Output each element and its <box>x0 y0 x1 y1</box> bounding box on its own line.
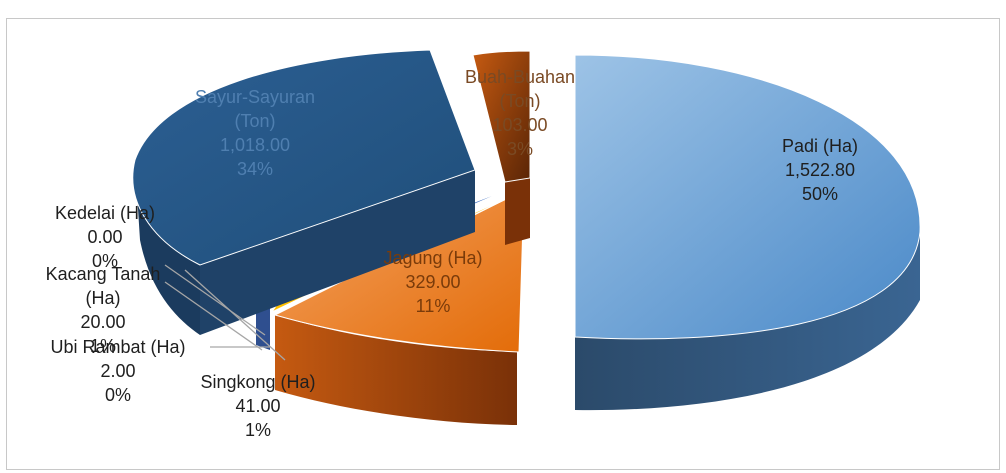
data-labels: Padi (Ha) 1,522.80 50% Jagung (Ha) 329.00 11%… <box>46 67 858 440</box>
slice-side-sayur-inner <box>200 170 475 335</box>
data-label-3: Ubi Rambat (Ha) 2.00 0% <box>50 337 185 405</box>
slice-name-label: Sayur-Sayuran <box>195 87 315 107</box>
slice-group-sayur <box>132 49 476 335</box>
data-label-1: Jagung (Ha) 329.00 11% <box>383 248 482 316</box>
slice-percent-label: 0% <box>105 385 131 405</box>
slice-name-label: (Ha) <box>86 288 121 308</box>
slice-percent-label: 50% <box>802 184 838 204</box>
slice-value-label: 329.00 <box>405 272 460 292</box>
slice-name-label: (Ton) <box>234 111 275 131</box>
slice-percent-label: 34% <box>237 159 273 179</box>
slice-name-label: Buah-Buahan <box>465 67 575 87</box>
slice-percent-label: 0% <box>92 251 118 271</box>
slice-name-label: Jagung (Ha) <box>383 248 482 268</box>
slice-value-label: 0.00 <box>87 227 122 247</box>
data-label-2: Singkong (Ha) 41.00 1% <box>200 372 315 440</box>
data-label-6: Sayur-Sayuran (Ton) 1,018.00 34% <box>195 87 315 179</box>
slice-sayur <box>132 49 476 266</box>
slice-side-jagung <box>275 315 517 425</box>
slice-value-label: 1,522.80 <box>785 160 855 180</box>
slice-side-buah <box>505 176 530 245</box>
slice-percent-label: 1% <box>90 336 116 356</box>
slice-name-label: Kedelai (Ha) <box>55 203 155 223</box>
slice-name-label: Ubi Rambat (Ha) <box>50 337 185 357</box>
slice-name-label: Padi (Ha) <box>782 136 858 156</box>
leader-lines <box>164 264 286 361</box>
slice-buah <box>472 50 531 183</box>
slice-side-sayur <box>135 162 200 335</box>
slice-percent-label: 1% <box>245 420 271 440</box>
slice-group-buah <box>472 50 531 245</box>
data-label-0: Padi (Ha) 1,522.80 50% <box>782 136 858 204</box>
slice-value-label: 41.00 <box>235 396 280 416</box>
slice-name-label: Kacang Tanah <box>46 264 161 284</box>
leader-kedelai <box>164 264 266 336</box>
slice-name-label: (Ton) <box>499 91 540 111</box>
slice-name-label: Singkong (Ha) <box>200 372 315 392</box>
data-label-5: Kedelai (Ha) 0.00 0% <box>55 203 155 271</box>
slice-percent-label: 11% <box>416 296 451 316</box>
leader-kacang <box>164 281 263 351</box>
data-label-7: Buah-Buahan (Ton) 103.00 3% <box>465 67 575 159</box>
leader-singkong <box>184 269 286 361</box>
slice-value-label: 20.00 <box>80 312 125 332</box>
slice-value-label: 103.00 <box>492 115 547 135</box>
slice-value-label: 1,018.00 <box>220 135 290 155</box>
slice-side-padi <box>575 235 920 411</box>
slice-padi <box>574 54 921 340</box>
slice-value-label: 2.00 <box>100 361 135 381</box>
data-label-4: Kacang Tanah (Ha) 20.00 1% <box>46 264 161 356</box>
slice-group-padi <box>574 54 921 411</box>
slice-percent-label: 3% <box>507 139 533 159</box>
